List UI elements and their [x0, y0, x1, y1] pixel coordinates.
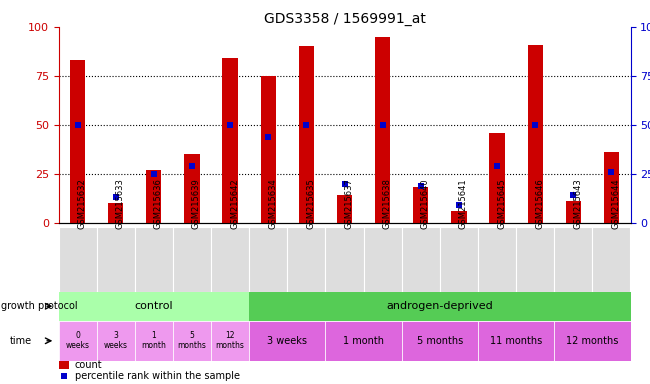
Bar [337, 195, 352, 223]
Bar [413, 187, 428, 223]
Bar [592, 227, 630, 292]
Bar [135, 321, 173, 361]
Bar [173, 227, 211, 292]
Text: 1 month: 1 month [343, 336, 384, 346]
Text: 12
months: 12 months [216, 331, 244, 351]
Text: GSM215633: GSM215633 [116, 178, 125, 228]
Text: GSM215640: GSM215640 [421, 178, 430, 228]
Text: GSM215645: GSM215645 [497, 178, 506, 228]
Text: GSM215635: GSM215635 [306, 178, 315, 228]
Text: 1
month: 1 month [142, 331, 166, 351]
Bar [528, 45, 543, 223]
Bar [173, 321, 211, 361]
Text: GSM215643: GSM215643 [573, 178, 582, 228]
Bar [70, 60, 85, 223]
Bar [287, 227, 326, 292]
Bar [261, 76, 276, 223]
Bar [478, 321, 554, 361]
Bar [211, 321, 249, 361]
Text: GSM215634: GSM215634 [268, 178, 278, 228]
Bar [451, 211, 467, 223]
Bar [326, 227, 363, 292]
Text: 3 weeks: 3 weeks [267, 336, 307, 346]
Text: 11 months: 11 months [490, 336, 542, 346]
Text: growth protocol: growth protocol [1, 301, 77, 311]
Bar [185, 154, 200, 223]
Bar [402, 227, 440, 292]
Bar [363, 227, 402, 292]
Text: 3
weeks: 3 weeks [104, 331, 127, 351]
Text: GSM215641: GSM215641 [459, 178, 468, 228]
Text: GSM215644: GSM215644 [612, 178, 621, 228]
Text: count: count [75, 360, 102, 370]
Bar [402, 321, 478, 361]
Bar [516, 227, 554, 292]
Bar [58, 292, 249, 321]
Text: androgen-deprived: androgen-deprived [387, 301, 493, 311]
Text: control: control [135, 301, 173, 311]
Text: GSM215642: GSM215642 [230, 178, 239, 228]
Bar [58, 321, 97, 361]
Bar [489, 132, 504, 223]
Text: percentile rank within the sample: percentile rank within the sample [75, 371, 239, 381]
Bar [478, 227, 516, 292]
Bar [222, 58, 238, 223]
Text: GSM215637: GSM215637 [344, 178, 354, 228]
Bar [326, 321, 402, 361]
Bar [249, 227, 287, 292]
Bar [58, 361, 69, 369]
Bar [440, 227, 478, 292]
Bar [97, 321, 135, 361]
Text: GSM215636: GSM215636 [154, 178, 163, 228]
Bar [146, 170, 161, 223]
Text: time: time [10, 336, 32, 346]
Text: 12 months: 12 months [566, 336, 619, 346]
Bar [249, 292, 630, 321]
Text: GSM215639: GSM215639 [192, 178, 201, 228]
Bar [58, 227, 97, 292]
Bar [249, 321, 326, 361]
Bar [135, 227, 173, 292]
Text: GSM215632: GSM215632 [77, 178, 86, 228]
Bar [566, 201, 581, 223]
Text: 5 months: 5 months [417, 336, 463, 346]
Text: GSM215646: GSM215646 [535, 178, 544, 228]
Text: GSM215638: GSM215638 [383, 178, 392, 228]
Text: 5
months: 5 months [177, 331, 207, 351]
Bar [604, 152, 619, 223]
Bar [554, 321, 630, 361]
Bar [299, 46, 314, 223]
Text: 0
weeks: 0 weeks [66, 331, 90, 351]
Bar [211, 227, 249, 292]
Bar [554, 227, 592, 292]
Title: GDS3358 / 1569991_at: GDS3358 / 1569991_at [263, 12, 426, 26]
Bar [97, 227, 135, 292]
Bar [108, 203, 124, 223]
Bar [375, 37, 390, 223]
